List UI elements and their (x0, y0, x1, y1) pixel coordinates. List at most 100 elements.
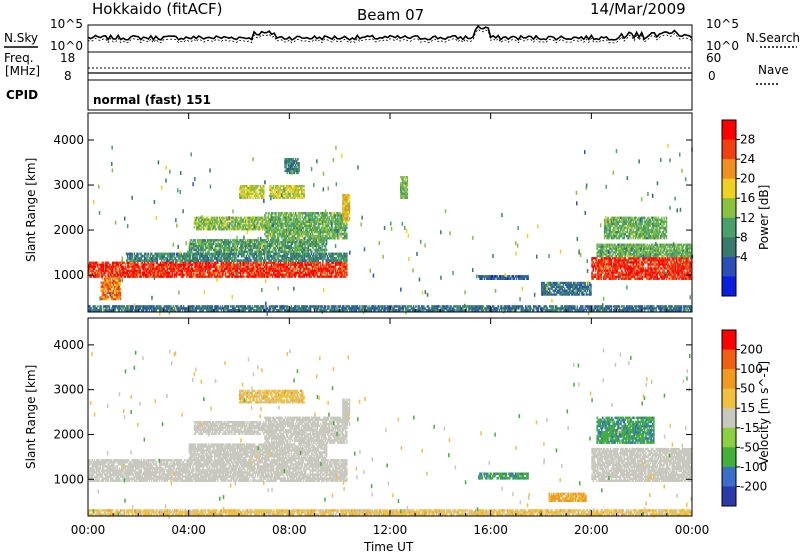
heatmap-cell (590, 285, 592, 288)
heatmap-cell (297, 234, 299, 238)
heatmap-cell (306, 254, 308, 258)
heatmap-cell (586, 287, 589, 290)
heatmap-cell (286, 271, 289, 274)
noise-left-tick-high: 10^5 (50, 17, 83, 31)
heatmap-cell (109, 275, 112, 278)
heatmap-cell (271, 250, 273, 253)
heatmap-cell (131, 271, 133, 274)
heatmap-cell (204, 273, 206, 276)
heatmap-cell (203, 267, 205, 270)
heatmap-cell (326, 275, 329, 278)
heatmap-cell (340, 230, 342, 234)
heatmap-cell (325, 234, 328, 238)
heatmap-cell (283, 218, 285, 221)
heatmap-cell (559, 281, 561, 285)
heatmap-cell (235, 239, 238, 242)
heatmap-cell (116, 291, 118, 295)
heatmap-cell (297, 248, 299, 251)
heatmap-cell (242, 267, 244, 270)
heatmap-cell (303, 263, 306, 266)
heatmap-cell (260, 190, 263, 194)
heatmap-cell (200, 250, 202, 253)
heatmap-cell (326, 267, 329, 270)
heatmap-cell (251, 271, 253, 274)
heatmap-cell (190, 265, 193, 268)
heatmap-cell (101, 267, 104, 270)
heatmap-cell (117, 287, 119, 290)
heatmap-cell (346, 198, 348, 201)
heatmap-cell (305, 214, 307, 217)
heatmap-cell (253, 269, 256, 272)
heatmap-cell (287, 273, 290, 276)
heatmap-cell (194, 222, 197, 225)
heatmap-cell (309, 214, 312, 217)
heatmap-cell (332, 214, 334, 217)
heatmap-cell (344, 210, 346, 214)
heatmap-cell (199, 244, 201, 248)
heatmap-cell (270, 269, 273, 272)
heatmap-cell (542, 289, 544, 292)
heatmap-cell (219, 250, 222, 253)
heatmap-cell (188, 244, 191, 248)
heatmap-cell (298, 196, 301, 199)
heatmap-cell (553, 289, 556, 292)
heatmap-cell (298, 263, 300, 266)
heatmap-cell (315, 252, 317, 256)
heatmap-cell (299, 261, 301, 264)
heatmap-cell (294, 263, 297, 266)
heatmap-cell (202, 263, 204, 266)
heatmap-cell (305, 259, 307, 262)
heatmap-cell (261, 267, 264, 270)
heatmap-cell (275, 244, 278, 248)
heatmap-cell (276, 241, 279, 244)
heatmap-cell (316, 228, 318, 232)
heatmap-cell (185, 265, 187, 268)
heatmap-cell (199, 248, 201, 251)
heatmap-cell (311, 265, 314, 268)
heatmap-cell (293, 265, 295, 268)
heatmap-cell (229, 250, 232, 253)
heatmap-cell (305, 271, 307, 274)
heatmap-cell (147, 254, 149, 258)
heatmap-cell (295, 244, 297, 248)
heatmap-cell (317, 220, 320, 223)
heatmap-cell (136, 259, 138, 262)
heatmap-cell (245, 269, 248, 272)
heatmap-cell (240, 241, 242, 244)
heatmap-cell (321, 239, 323, 242)
heatmap-cell (236, 218, 239, 221)
heatmap-cell (287, 244, 289, 248)
heatmap-cell (195, 246, 197, 250)
heatmap-cell (297, 246, 299, 250)
heatmap-cell (168, 259, 170, 262)
heatmap-cell (233, 241, 235, 244)
heatmap-cell (205, 275, 208, 278)
heatmap-cell (405, 182, 407, 185)
heatmap-cell (117, 295, 119, 299)
heatmap-cell (332, 269, 334, 272)
heatmap-cell (244, 242, 247, 246)
heatmap-cell (279, 216, 281, 219)
heatmap-cell (200, 252, 202, 256)
heatmap-cell (258, 265, 260, 268)
heatmap-cell (311, 226, 314, 230)
heatmap-cell (400, 188, 402, 191)
heatmap-cell (167, 273, 170, 276)
heatmap-cell (100, 285, 103, 288)
heatmap-cell (288, 160, 291, 163)
heatmap-cell (228, 254, 230, 258)
heatmap-cell (290, 246, 292, 250)
heatmap-cell (325, 275, 327, 278)
heatmap-cell (289, 190, 292, 194)
heatmap-cell (285, 192, 287, 196)
heatmap-cell (315, 237, 317, 240)
heatmap-cell (267, 214, 270, 217)
heatmap-cell (282, 265, 284, 268)
heatmap-cell (283, 214, 285, 217)
heatmap-cell (252, 242, 255, 246)
heatmap-cell (310, 257, 313, 260)
heatmap-cell (209, 275, 211, 278)
heatmap-cell (251, 228, 254, 231)
heatmap-cell (208, 239, 210, 242)
heatmap-cell (336, 252, 339, 256)
